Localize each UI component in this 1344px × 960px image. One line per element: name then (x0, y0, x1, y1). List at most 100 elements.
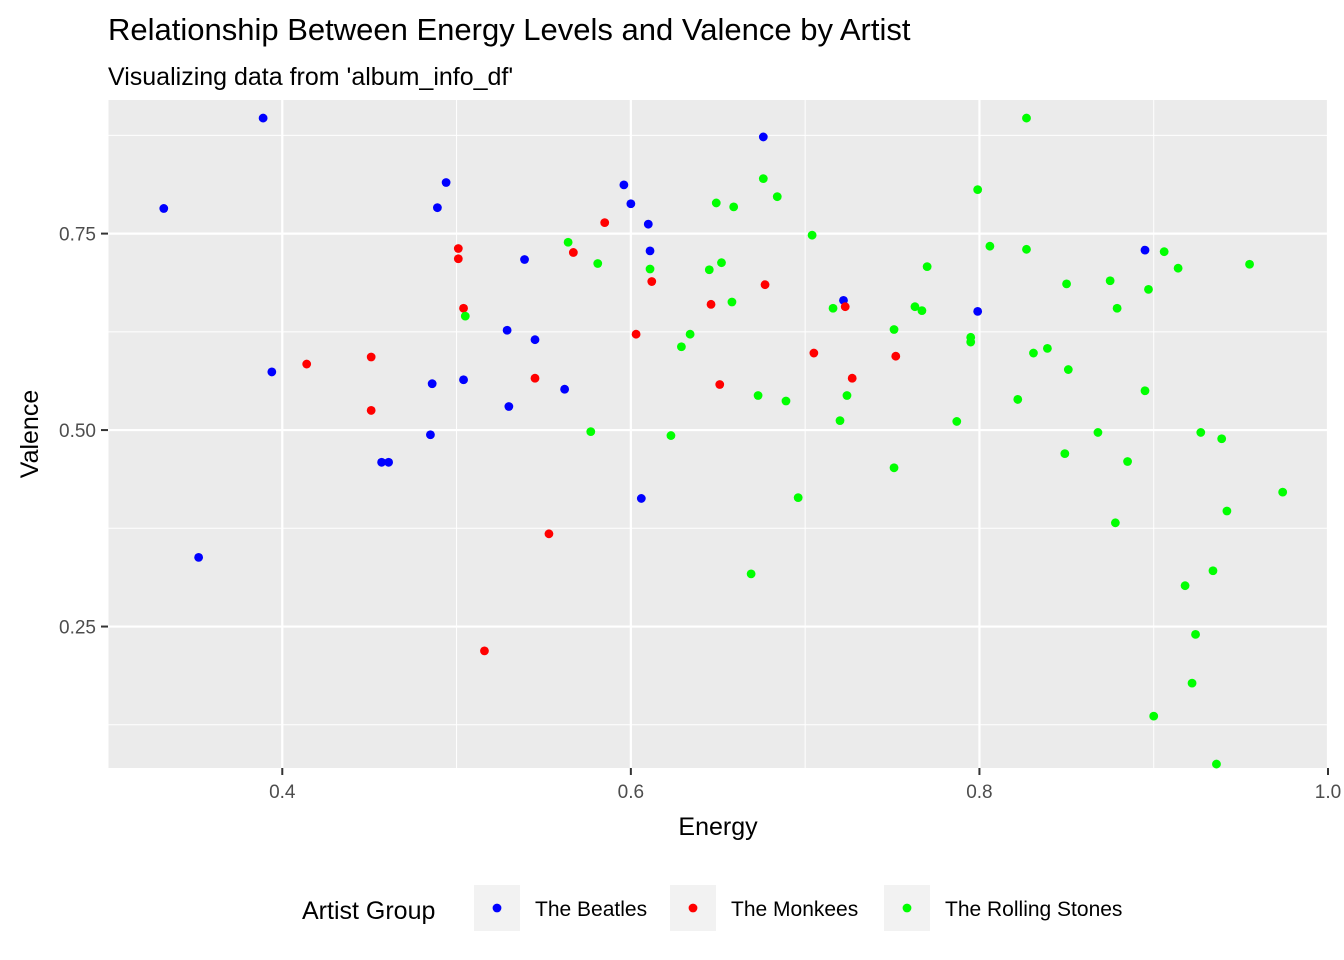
data-point-series-0 (433, 203, 442, 213)
data-point-series-2 (717, 258, 726, 268)
data-point-series-0 (194, 552, 204, 562)
data-point-series-0 (427, 379, 437, 389)
y-axis-label: Valence (16, 390, 44, 479)
data-point-series-2 (772, 192, 782, 202)
data-point-series-1 (302, 359, 312, 369)
data-point-series-2 (685, 329, 695, 339)
x-tick-label: 0.6 (618, 782, 644, 803)
legend-label: The Beatles (535, 898, 647, 921)
data-point-series-1 (760, 280, 770, 290)
data-point-series-2 (1159, 247, 1169, 257)
data-point-series-0 (502, 325, 512, 335)
data-point-series-2 (460, 311, 470, 321)
data-point-series-2 (1245, 259, 1254, 269)
y-tick-label: 0.50 (59, 421, 96, 442)
data-point-series-0 (758, 132, 768, 142)
data-point-series-1 (631, 329, 641, 339)
data-point-series-2 (645, 264, 655, 274)
data-point-series-1 (366, 352, 376, 362)
data-point-series-2 (1222, 506, 1232, 516)
data-point-series-2 (758, 174, 768, 183)
data-point-series-2 (753, 391, 763, 400)
data-point-series-2 (828, 303, 838, 313)
data-point-series-1 (847, 373, 857, 383)
data-point-series-2 (711, 198, 721, 208)
data-point-series-2 (1105, 276, 1115, 286)
data-point-series-0 (1140, 245, 1150, 255)
data-point-series-2 (593, 259, 603, 268)
data-point-series-0 (645, 246, 655, 256)
data-point-series-2 (1191, 630, 1200, 639)
data-point-series-2 (1149, 711, 1159, 721)
chart-title: Relationship Between Energy Levels and V… (108, 12, 911, 47)
data-point-series-2 (922, 262, 932, 272)
data-point-series-1 (568, 248, 578, 257)
y-axis-ticks: 0.25 0.50 0.75 (59, 225, 108, 639)
data-point-series-0 (636, 494, 646, 503)
data-point-series-1 (530, 373, 540, 383)
data-point-series-1 (647, 277, 657, 286)
data-point-series-2 (807, 230, 817, 240)
data-point-series-2 (1208, 566, 1218, 576)
legend-title: Artist Group (302, 897, 435, 925)
data-point-series-1 (453, 254, 463, 264)
data-point-series-0 (643, 219, 653, 229)
data-point-series-1 (809, 348, 819, 358)
legend-label: The Monkees (731, 898, 858, 921)
data-point-series-2 (889, 463, 899, 473)
data-point-series-2 (704, 265, 714, 275)
data-point-series-2 (1022, 244, 1031, 254)
data-point-series-1 (480, 646, 489, 656)
data-point-series-2 (985, 241, 995, 251)
data-point-series-2 (966, 332, 976, 342)
data-point-series-1 (600, 218, 610, 227)
data-point-series-2 (1063, 365, 1073, 374)
data-point-series-1 (459, 303, 468, 313)
chart-subtitle: Visualizing data from 'album_info_df' (108, 63, 513, 91)
legend-key-marker (688, 903, 698, 913)
x-tick-label: 0.4 (269, 782, 296, 803)
legend-label: The Rolling Stones (945, 898, 1122, 921)
y-tick-label: 0.75 (59, 225, 96, 246)
data-point-series-2 (1187, 678, 1197, 688)
data-point-series-2 (1278, 487, 1288, 497)
data-point-series-1 (544, 529, 554, 539)
x-tick-label: 0.8 (966, 782, 992, 803)
data-point-series-2 (1060, 449, 1070, 459)
data-point-series-1 (840, 302, 850, 312)
legend-key-marker (902, 903, 912, 913)
data-point-series-0 (626, 199, 636, 209)
plot-panel (108, 100, 1328, 768)
data-point-series-2 (1093, 428, 1103, 437)
data-point-series-2 (1112, 303, 1122, 313)
data-point-series-1 (891, 351, 901, 361)
data-point-series-2 (677, 342, 686, 352)
data-point-series-1 (453, 244, 463, 253)
x-axis-label: Energy (678, 813, 758, 841)
data-point-series-2 (1029, 348, 1038, 358)
data-point-series-0 (159, 204, 169, 213)
data-point-series-2 (842, 391, 852, 400)
data-point-series-0 (384, 457, 393, 467)
data-point-series-2 (666, 431, 676, 440)
data-point-series-2 (1212, 759, 1221, 769)
legend-key-marker (492, 903, 502, 913)
data-point-series-2 (586, 427, 596, 437)
x-tick-label: 1.0 (1315, 782, 1341, 803)
y-tick-label: 0.25 (59, 618, 96, 639)
data-point-series-2 (1043, 343, 1052, 353)
data-point-series-2 (1062, 279, 1071, 289)
data-point-series-2 (746, 569, 756, 579)
data-point-series-2 (1144, 284, 1153, 294)
data-point-series-0 (560, 384, 570, 394)
data-point-series-2 (793, 493, 803, 503)
data-point-series-0 (520, 255, 529, 264)
grid-minor (107, 100, 1328, 768)
data-point-series-2 (781, 396, 791, 406)
data-point-series-2 (1196, 428, 1206, 437)
data-point-series-2 (973, 185, 983, 194)
data-point-series-2 (1013, 395, 1023, 404)
data-point-series-0 (459, 375, 468, 385)
data-point-series-0 (504, 402, 514, 411)
data-point-series-0 (426, 430, 435, 440)
